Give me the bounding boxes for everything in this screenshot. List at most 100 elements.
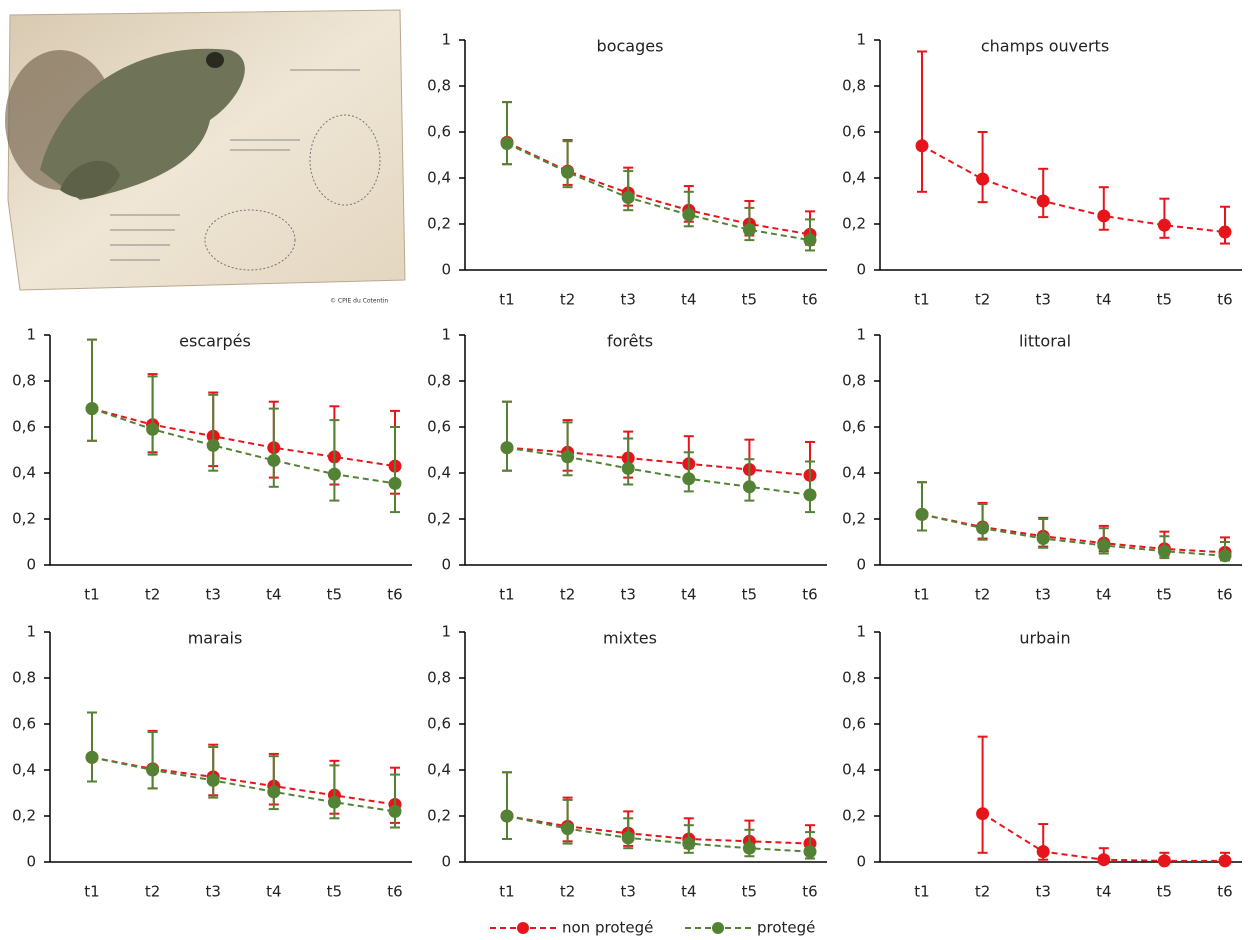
y-tick-label: 0	[441, 853, 451, 871]
y-tick-label: 1	[856, 31, 866, 49]
data-point	[1036, 845, 1050, 859]
chart-title: champs ouverts	[981, 37, 1109, 56]
x-tick-label: t2	[975, 586, 990, 604]
data-point	[742, 480, 756, 494]
error-bar	[87, 338, 97, 442]
x-tick-label: t1	[499, 291, 514, 309]
y-tick-label: 0	[441, 556, 451, 574]
x-tick-label: t4	[1096, 291, 1111, 309]
x-tick-label: t3	[1035, 291, 1050, 309]
y-tick-label: 0,2	[427, 215, 451, 233]
y-tick-label: 0,6	[427, 123, 451, 141]
series-line	[91, 407, 396, 485]
error-bar	[1098, 186, 1109, 231]
chart-panel: escarpés 0 0,2 0,4 0,6 0,8 1 t1 t2 t3 t4 t5 t6	[12, 326, 412, 604]
data-point	[1157, 854, 1171, 868]
error-bar	[977, 131, 988, 204]
error-bar	[683, 451, 694, 493]
y-tick-label: 0,2	[842, 807, 866, 825]
chart-title: marais	[188, 629, 243, 648]
x-tick-label: t2	[560, 586, 575, 604]
x-tick-label: t3	[1035, 883, 1050, 901]
x-tick-label: t6	[802, 883, 817, 901]
x-tick-label: t5	[327, 586, 342, 604]
x-tick-label: t5	[742, 883, 757, 901]
x-tick-label: t4	[1096, 586, 1111, 604]
error-bar	[390, 773, 400, 829]
y-tick-label: 0,6	[12, 418, 36, 436]
y-tick-label: 0,6	[842, 123, 866, 141]
image-credit: © CPIE du Cotentin	[330, 298, 388, 305]
error-bar	[208, 746, 219, 799]
y-tick-label: 1	[441, 326, 451, 344]
error-bar	[502, 771, 512, 840]
chart-panel: urbain 0 0,2 0,4 0,6 0,8 1 t1 t2 t3 t4 t5 t6	[842, 623, 1242, 901]
data-point	[206, 438, 220, 452]
data-point	[388, 476, 402, 490]
x-tick-label: t5	[327, 883, 342, 901]
series-line	[506, 142, 811, 242]
legend-marker	[712, 922, 724, 934]
y-tick-label: 0,4	[427, 464, 451, 482]
y-tick-label: 0,8	[12, 372, 36, 390]
y-tick-label: 0	[26, 556, 36, 574]
error-bar	[147, 375, 158, 456]
x-tick-label: t4	[1096, 883, 1111, 901]
x-tick-label: t1	[499, 883, 514, 901]
error-bar	[502, 400, 512, 472]
x-tick-label: t1	[914, 586, 929, 604]
y-tick-label: 0,4	[12, 464, 36, 482]
y-tick-label: 0,8	[427, 669, 451, 687]
x-tick-label: t3	[205, 586, 220, 604]
x-tick-label: t2	[145, 883, 160, 901]
x-tick-label: t1	[914, 883, 929, 901]
y-tick-label: 0	[856, 853, 866, 871]
series-line	[506, 141, 811, 236]
chart-title: mixtes	[603, 629, 657, 648]
x-tick-label: t2	[560, 883, 575, 901]
y-tick-label: 0,6	[842, 418, 866, 436]
data-point	[267, 453, 281, 467]
y-tick-label: 0,2	[427, 807, 451, 825]
y-tick-label: 0,8	[842, 77, 866, 95]
error-bar	[1038, 167, 1049, 219]
data-point	[327, 795, 341, 809]
chart-title: urbain	[1019, 629, 1070, 648]
y-tick-label: 0,4	[842, 761, 866, 779]
y-tick-label: 0,4	[842, 464, 866, 482]
x-tick-label: t4	[266, 586, 281, 604]
y-tick-label: 1	[856, 623, 866, 641]
data-point	[1218, 549, 1232, 563]
error-bar	[623, 437, 634, 486]
error-bar	[562, 798, 573, 845]
chart-panel: champs ouverts 0 0,2 0,4 0,6 0,8 1 t1 t2 t3 t4 t5 t6	[842, 31, 1242, 309]
x-tick-label: t4	[681, 586, 696, 604]
series-line	[921, 513, 1226, 554]
x-tick-label: t2	[975, 883, 990, 901]
y-tick-label: 0,4	[427, 761, 451, 779]
y-tick-label: 0	[441, 261, 451, 279]
x-tick-label: t6	[387, 883, 402, 901]
y-tick-label: 0	[856, 556, 866, 574]
data-point	[85, 402, 99, 416]
x-tick-label: t4	[681, 291, 696, 309]
x-tick-label: t2	[145, 586, 160, 604]
data-point	[915, 139, 929, 153]
data-point	[327, 467, 341, 481]
x-tick-label: t5	[1157, 291, 1172, 309]
y-tick-label: 0,4	[12, 761, 36, 779]
y-tick-label: 0,2	[12, 510, 36, 528]
series-line	[506, 815, 811, 853]
chart-panel: forêts 0 0,2 0,4 0,6 0,8 1 t1 t2 t3 t4 t5 t6	[427, 326, 827, 604]
legend: non protegé protegé	[490, 919, 815, 937]
data-point	[621, 191, 635, 205]
x-tick-label: t6	[387, 586, 402, 604]
y-tick-label: 1	[441, 31, 451, 49]
series-line	[506, 446, 811, 496]
data-point	[561, 450, 575, 464]
y-tick-label: 0,8	[842, 669, 866, 687]
error-bar	[917, 50, 927, 193]
y-tick-label: 0,8	[427, 372, 451, 390]
data-point	[500, 441, 514, 455]
